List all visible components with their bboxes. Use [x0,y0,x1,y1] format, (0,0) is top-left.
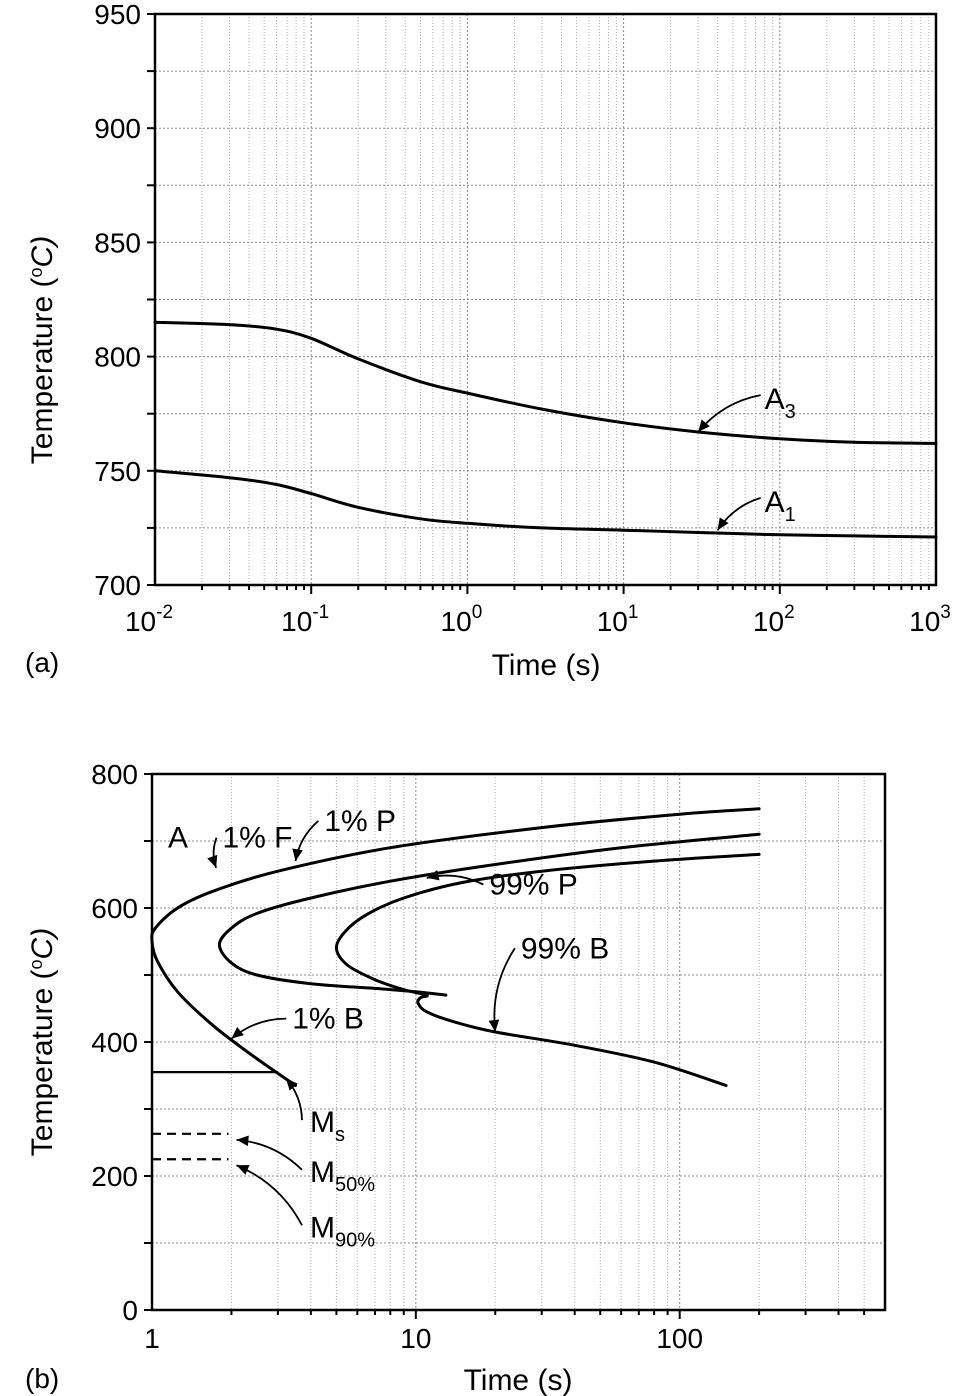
martensite-ms-label-main: M [310,1106,335,1139]
curve-a3 [153,320,938,445]
x-tick-label: 102 [753,602,795,637]
annotation-1-p-label: 1% P [324,805,396,838]
x-tick-label: 10-1 [281,602,329,637]
x-tick-label-base: 10 [125,606,156,637]
annotation-99-b-label: 99% B [521,932,609,965]
annotation-a1-arrowhead [717,517,729,531]
annotation-1-b-arrowhead [231,1026,244,1039]
panel-a-label: (a) [25,647,59,678]
panel-a-grid [155,14,936,585]
panel-b-y-title-unit: C) [26,928,59,960]
x-tick-label-base: 10 [753,606,784,637]
martensite-ms-label-sub: s [335,1124,345,1146]
panel-b: 0 200 400 600 800 1 10 100 A 1% F 1% P 99% P 99% B 1… [25,759,887,1396]
panel-b-grid [152,774,885,1310]
x-tick-label-exponent: -1 [312,602,329,623]
x-tick-label-base: 10 [909,606,940,637]
y-tick-label: 800 [94,342,141,373]
panel-b-plot [150,772,887,1312]
annotation-a3-label-main: A [765,383,785,416]
annotation-a1-label-sub: 1 [785,504,796,526]
martensite-m90-label-main: M [310,1211,335,1244]
martensite-m90-label: M90% [310,1211,375,1251]
panel-a-y-title-main: Temperature ( [26,277,59,464]
cct-curve-3 [334,852,761,1087]
region-label-austenite: A [168,822,188,855]
panel-b-ticks: 0 200 400 600 800 1 10 100 [91,759,866,1354]
martensite-m90-label-sub: 90% [335,1229,375,1251]
annotation-99-p-label: 99% P [489,869,577,902]
x-tick-label: 103 [909,602,951,637]
annotation-1-b-label: 1% B [292,1003,364,1036]
x-tick-label-exponent: 0 [472,602,483,623]
panel-b-label: (b) [25,1363,59,1394]
martensite-m50-label-sub: 50% [335,1174,375,1196]
panel-a-y-title-unit: C) [26,236,59,268]
annotation-99-b-arrow [493,947,516,1033]
panel-a-x-axis-title: Time (s) [492,649,601,682]
y-tick-label: 600 [91,893,138,924]
annotation-a3-arrowhead [698,419,710,432]
panel-b-x-axis-title: Time (s) [464,1364,573,1396]
martensite-ms-label: Ms [310,1106,345,1146]
x-tick-label: 10-2 [125,602,173,637]
x-tick-label-base: 10 [281,606,312,637]
martensite-m50-label: M50% [310,1156,375,1196]
y-tick-label: 900 [94,113,141,144]
annotation-1-f-arrowhead [207,854,218,868]
panel-b-y-axis-title: Temperature (oC) [26,928,59,1156]
y-tick-label: 750 [94,456,141,487]
curve-a1 [153,469,938,539]
martensite-m90-arrow [236,1164,303,1226]
annotation-a1-label: A1 [765,486,796,526]
y-tick-label: 700 [94,570,141,601]
panel-b-y-title-sup: o [26,959,46,969]
x-tick-label: 10 [400,1323,431,1354]
x-tick-label: 100 [656,1323,703,1354]
x-tick-label-exponent: -2 [156,602,173,623]
annotation-1-f-label: 1% F [222,822,292,855]
y-tick-label: 850 [94,227,141,258]
x-tick-label-exponent: 1 [628,602,639,623]
martensite-m50-arrowhead [236,1135,249,1147]
y-tick-label: 200 [91,1161,138,1192]
panel-b-y-title-main: Temperature ( [26,969,59,1156]
martensite-m50-label-main: M [310,1156,335,1189]
x-tick-label: 1 [144,1323,160,1354]
y-tick-label: 0 [122,1295,138,1326]
y-tick-label: 950 [94,0,141,30]
annotation-1-p-arrowhead [292,848,303,862]
annotation-99-b-arrowhead [488,1019,500,1032]
annotation-a3-label-sub: 3 [785,401,796,423]
cct-curve-2 [217,832,761,997]
annotation-a1-label-main: A [765,486,785,519]
annotation-a3-label: A3 [765,383,796,423]
x-tick-label-base: 10 [597,606,628,637]
x-tick-label-exponent: 2 [784,602,795,623]
y-tick-label: 800 [91,759,138,790]
cct-curve-1 [150,807,761,1087]
x-tick-label: 101 [597,602,639,637]
panel-a-y-axis-title: Temperature (oC) [26,236,59,464]
annotation-99-p-arrowhead [426,870,440,881]
x-tick-label: 100 [441,602,483,637]
panel-a-y-title-sup: o [26,267,46,277]
x-tick-label-base: 10 [441,606,472,637]
y-tick-label: 400 [91,1027,138,1058]
martensite-ms-arrowhead [285,1078,298,1091]
martensite-m90-arrowhead [236,1164,250,1175]
x-tick-label-exponent: 3 [940,602,951,623]
